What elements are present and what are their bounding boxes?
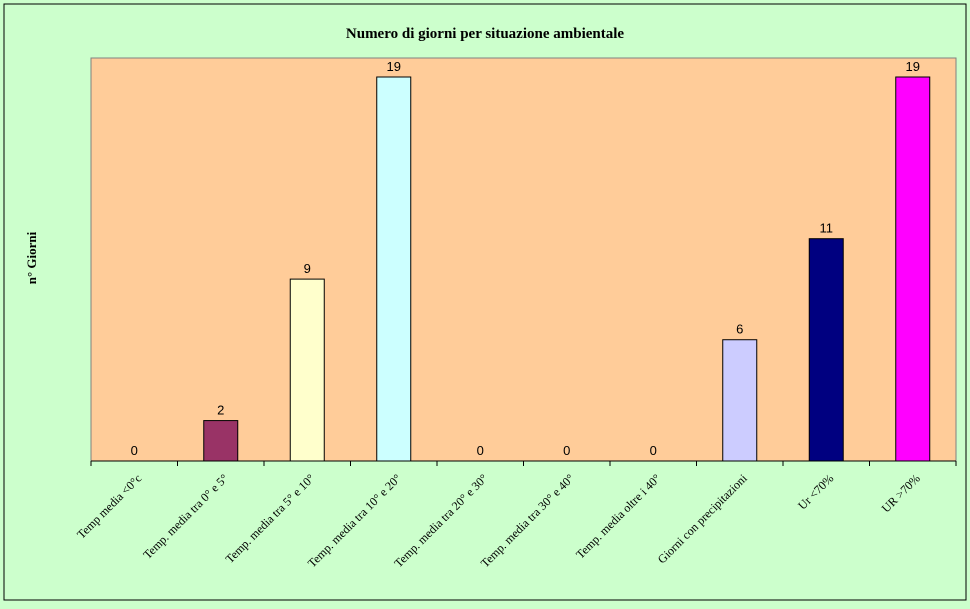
bar bbox=[289, 278, 325, 462]
data-label: 19 bbox=[387, 59, 401, 74]
bar bbox=[895, 76, 931, 462]
bars-layer: 0 2 9 19 0 0 0 6 11 19 bbox=[131, 59, 931, 462]
bar bbox=[203, 420, 239, 462]
y-axis-label: n° Giorni bbox=[24, 231, 39, 284]
data-label: 0 bbox=[563, 443, 570, 458]
data-label: 2 bbox=[217, 403, 224, 418]
data-label: 0 bbox=[477, 443, 484, 458]
bar bbox=[722, 339, 758, 462]
chart-title: Numero di giorni per situazione ambienta… bbox=[346, 26, 625, 42]
data-label: 0 bbox=[131, 443, 138, 458]
data-label: 0 bbox=[650, 443, 657, 458]
bar bbox=[808, 238, 844, 462]
bar bbox=[376, 76, 412, 462]
data-label: 11 bbox=[820, 221, 834, 236]
data-label: 6 bbox=[736, 322, 743, 337]
data-label: 9 bbox=[304, 261, 311, 276]
data-label: 19 bbox=[906, 59, 920, 74]
